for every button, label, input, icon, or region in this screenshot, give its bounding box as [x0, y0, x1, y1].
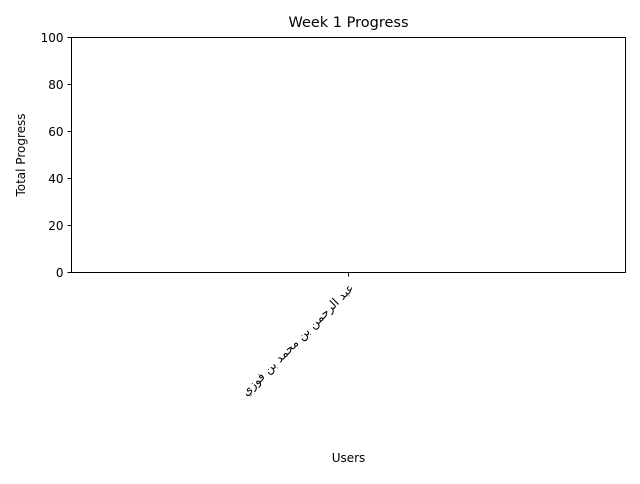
x-axis-label: Users: [332, 451, 366, 465]
plot-area-frame: [71, 37, 626, 273]
x-tick-label: عبد الرحمن بن محمد بن فوزي: [239, 281, 358, 400]
y-tick-label: 60: [48, 125, 63, 139]
y-tick-label: 20: [48, 219, 63, 233]
y-tick-label: 100: [41, 31, 64, 45]
chart-title: Week 1 Progress: [288, 15, 408, 31]
x-axis: عبد الرحمن بن محمد بن فوزي: [239, 272, 358, 400]
y-axis: 0 20 40 60 80 100: [41, 31, 72, 280]
y-tick-label: 80: [48, 78, 63, 92]
y-axis-label: Total Progress: [14, 113, 28, 197]
y-tick-label: 0: [56, 266, 64, 280]
y-tick-label: 40: [48, 172, 63, 186]
